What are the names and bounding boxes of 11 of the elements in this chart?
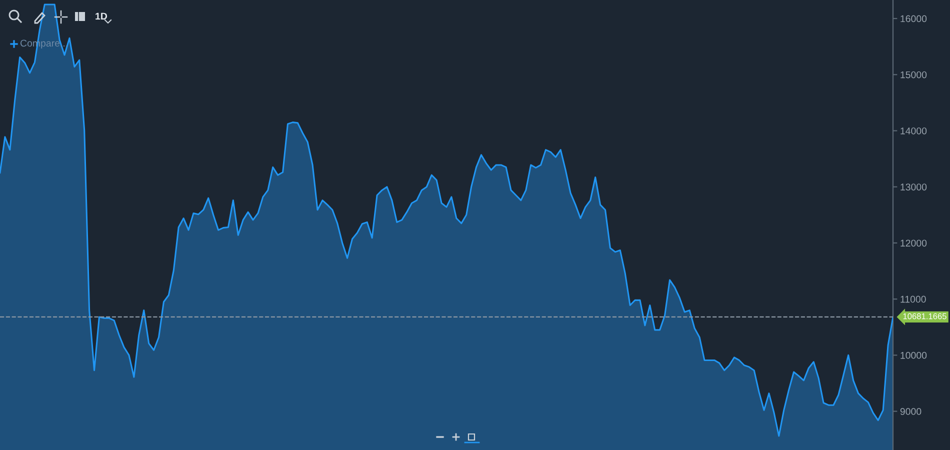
y-tick-label: 13000 xyxy=(900,184,927,190)
y-tick-label: 15000 xyxy=(900,71,927,78)
y-tick-label: 9000 xyxy=(900,408,922,415)
ref-line-label: 10681.1665 xyxy=(903,313,946,320)
y-tick-label: 14000 xyxy=(900,127,927,134)
y-tick-label: 11000 xyxy=(900,296,926,303)
y-tick-label: 12000 xyxy=(900,240,927,247)
annotation: 1D xyxy=(96,12,108,20)
y-tick-label: 16000 xyxy=(900,15,927,22)
y-tick-label: 10000 xyxy=(900,352,927,359)
annotation: Compare... xyxy=(20,40,68,49)
